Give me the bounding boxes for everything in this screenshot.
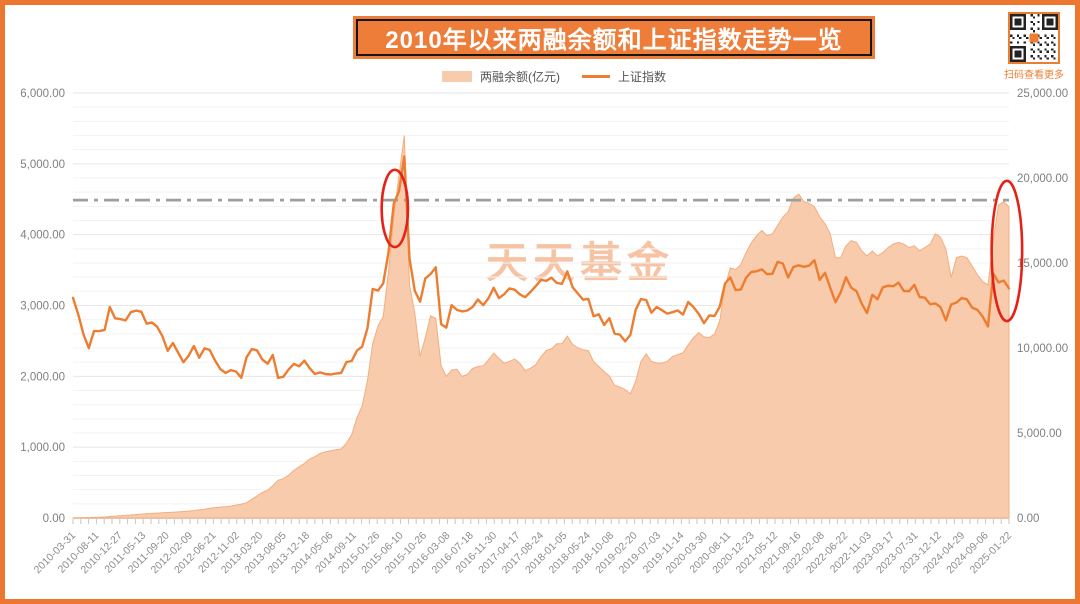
svg-text:20,000.00: 20,000.00 [1017,173,1068,185]
x-axis [72,518,1010,524]
svg-text:6,000.00: 6,000.00 [20,88,65,100]
annotation-ellipses [380,168,1024,323]
legend-area-label: 两融余额(亿元) [479,70,560,84]
left-axis-labels: 0.00 1,000.00 2,000.00 3,000.00 4,000.00 5,00… [20,88,65,525]
qr-code-icon [1008,12,1060,64]
right-axis-labels: 0.00 5,000.00 10,000.00 15,000.00 20,000.00 2… [1017,88,1068,525]
qr-block: 扫码查看更多 [1001,12,1067,81]
2015-peak-circle [380,168,410,249]
svg-text:2,000.00: 2,000.00 [20,371,65,383]
x-axis-labels: 2010-03-312010-08-112010-12-272011-05-13… [32,530,1015,577]
svg-text:5,000.00: 5,000.00 [20,159,65,171]
legend-line-label: 上证指数 [617,70,666,84]
svg-text:0.00: 0.00 [1017,513,1039,525]
page-title: 2010年以来两融余额和上证指数走势一览 [353,16,875,59]
svg-text:10,000.00: 10,000.00 [1017,343,1068,355]
sse-index-line [71,155,1011,379]
svg-text:3,000.00: 3,000.00 [20,301,65,313]
svg-text:5,000.00: 5,000.00 [1017,428,1062,440]
svg-text:25,000.00: 25,000.00 [1017,88,1068,100]
chart-svg: 2010-03-312010-08-112010-12-272011-05-13… [20,88,1068,577]
2024-2025-peak-circle [990,179,1024,323]
svg-text:15,000.00: 15,000.00 [1017,258,1068,270]
legend-line-swatch-icon [581,75,610,78]
svg-text:4,000.00: 4,000.00 [20,230,65,242]
margin-balance-area [72,135,1010,519]
legend-area-swatch-icon [441,71,472,82]
qr-caption: 扫码查看更多 [1004,70,1064,81]
chart-legend: 两融余额(亿元) 上证指数 [19,68,1075,85]
svg-text:0.00: 0.00 [43,513,65,525]
svg-text:1,000.00: 1,000.00 [20,442,65,454]
